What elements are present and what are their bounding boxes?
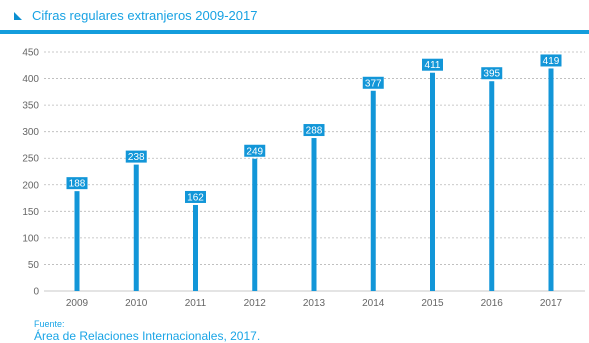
bar xyxy=(74,191,80,291)
y-tick-label: 300 xyxy=(22,127,39,138)
y-tick-label: 100 xyxy=(22,233,39,244)
y-tick-label: 50 xyxy=(28,260,40,271)
chart-header: Cifras regulares extranjeros 2009-2017 xyxy=(0,0,589,34)
y-tick-label: 150 xyxy=(22,207,39,218)
data-label: 288 xyxy=(306,126,323,137)
bar xyxy=(548,68,554,291)
title-rule xyxy=(0,30,589,34)
source-text: Área de Relaciones Internacionales, 2017… xyxy=(34,329,261,343)
data-label: 411 xyxy=(425,60,441,71)
x-tick-label: 2014 xyxy=(362,298,385,309)
data-label: 249 xyxy=(246,146,263,157)
source-label: Fuente: xyxy=(34,319,65,329)
title-triangle-icon xyxy=(14,12,22,20)
x-tick-label: 2012 xyxy=(244,298,267,309)
data-label-bg xyxy=(303,124,325,137)
data-label: 238 xyxy=(128,152,145,163)
y-tick-label: 200 xyxy=(22,180,39,191)
bar xyxy=(489,81,495,291)
bar xyxy=(252,158,258,291)
data-label-bg xyxy=(125,150,147,163)
data-label: 395 xyxy=(483,69,500,80)
y-tick-label: 450 xyxy=(22,48,39,59)
chart-title: Cifras regulares extranjeros 2009-2017 xyxy=(32,8,258,23)
x-tick-label: 2017 xyxy=(540,298,563,309)
data-label: 162 xyxy=(187,192,204,203)
bar xyxy=(370,90,376,291)
y-tick-label: 250 xyxy=(22,154,39,165)
x-tick-label: 2010 xyxy=(125,298,148,309)
x-tick-label: 2013 xyxy=(303,298,326,309)
bar xyxy=(311,138,317,291)
y-tick-label: 350 xyxy=(22,101,39,112)
bar xyxy=(430,72,435,291)
y-tick-label: 400 xyxy=(22,74,39,85)
data-label: 377 xyxy=(365,78,382,89)
data-label: 188 xyxy=(69,179,86,190)
bar-chart: 0 50 100 150 200 250 300 350 400 450 2009 2010 2011 2… xyxy=(22,48,585,309)
bar xyxy=(193,204,198,291)
data-label: 419 xyxy=(543,56,560,67)
data-label-bg xyxy=(66,177,88,190)
bar xyxy=(133,164,139,291)
x-tick-label: 2011 xyxy=(185,298,207,309)
data-label-bg xyxy=(422,58,443,71)
data-label-bg xyxy=(540,54,562,67)
x-tick-label: 2009 xyxy=(66,298,89,309)
x-tick-label: 2015 xyxy=(421,298,444,309)
data-label-bg xyxy=(185,190,206,203)
y-tick-label: 0 xyxy=(33,287,39,298)
data-label-bg xyxy=(362,76,384,89)
data-label-bg xyxy=(481,67,503,80)
data-label-bg xyxy=(244,144,266,157)
x-tick-label: 2016 xyxy=(481,298,504,309)
